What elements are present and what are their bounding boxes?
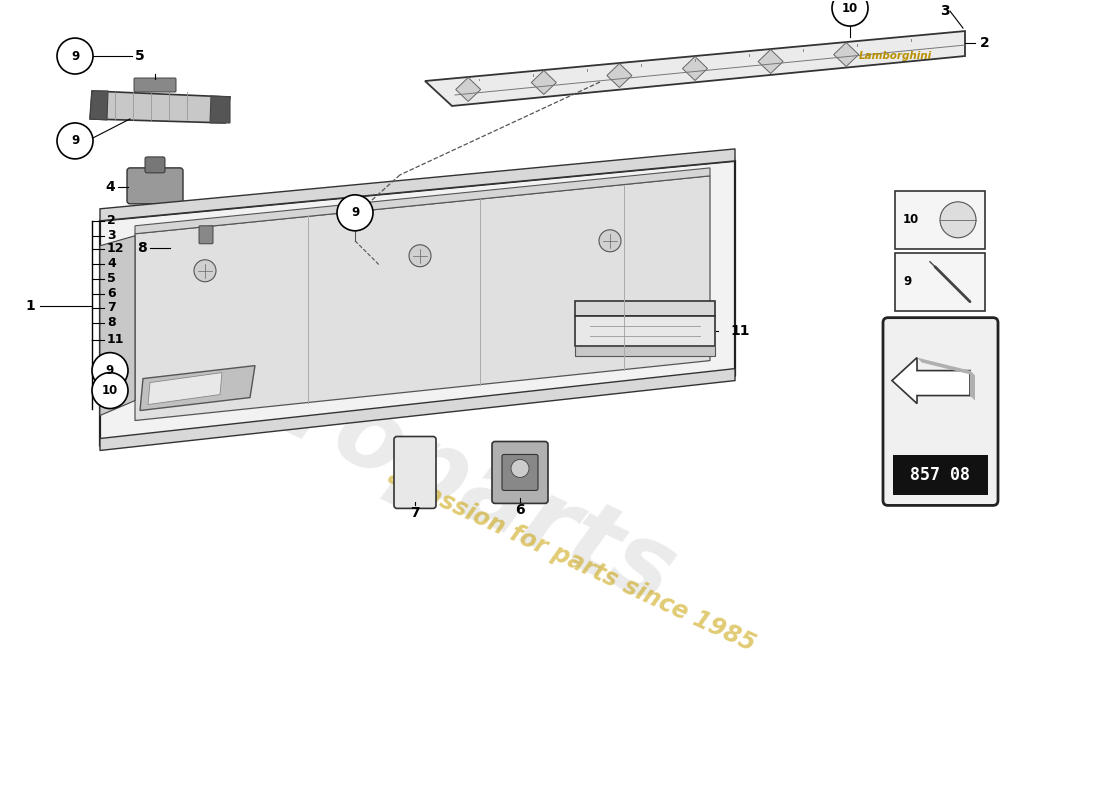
- Polygon shape: [148, 373, 222, 405]
- FancyBboxPatch shape: [893, 330, 988, 455]
- FancyBboxPatch shape: [895, 253, 984, 310]
- Text: 5: 5: [135, 49, 145, 63]
- Polygon shape: [917, 358, 975, 375]
- Text: 9: 9: [351, 206, 359, 219]
- Text: 10: 10: [842, 2, 858, 14]
- Text: 1: 1: [25, 298, 35, 313]
- Circle shape: [194, 260, 216, 282]
- Text: 4: 4: [107, 258, 116, 270]
- Polygon shape: [100, 369, 735, 450]
- Circle shape: [940, 202, 976, 238]
- Text: 3: 3: [107, 230, 116, 242]
- Text: 8: 8: [138, 241, 147, 254]
- Text: 8: 8: [107, 316, 116, 329]
- FancyBboxPatch shape: [199, 226, 213, 244]
- Text: 857 08: 857 08: [910, 466, 970, 485]
- Polygon shape: [758, 50, 783, 74]
- Polygon shape: [575, 301, 715, 316]
- Text: europarts: europarts: [147, 304, 689, 626]
- Text: 10: 10: [903, 214, 920, 226]
- FancyBboxPatch shape: [502, 454, 538, 490]
- Polygon shape: [90, 91, 108, 120]
- Circle shape: [832, 0, 868, 26]
- Polygon shape: [100, 161, 735, 446]
- Text: 7: 7: [410, 506, 420, 520]
- FancyBboxPatch shape: [394, 437, 436, 509]
- FancyBboxPatch shape: [893, 455, 988, 495]
- FancyBboxPatch shape: [883, 318, 998, 506]
- Circle shape: [92, 373, 128, 409]
- Text: 2: 2: [107, 214, 116, 227]
- Text: a passion for parts since 1985: a passion for parts since 1985: [384, 464, 760, 656]
- FancyBboxPatch shape: [895, 191, 984, 249]
- Text: Lamborghini: Lamborghini: [858, 51, 932, 61]
- Text: 6: 6: [515, 503, 525, 518]
- Text: 10: 10: [102, 384, 118, 397]
- Polygon shape: [100, 149, 735, 221]
- Text: 4: 4: [106, 180, 116, 194]
- Text: 9: 9: [106, 364, 114, 377]
- FancyBboxPatch shape: [126, 168, 183, 204]
- FancyBboxPatch shape: [134, 78, 176, 92]
- Polygon shape: [455, 78, 481, 102]
- Text: 6: 6: [107, 287, 116, 300]
- Circle shape: [92, 353, 128, 389]
- Text: 9: 9: [70, 50, 79, 62]
- Polygon shape: [834, 42, 859, 66]
- Polygon shape: [210, 96, 230, 123]
- Circle shape: [57, 123, 94, 159]
- Text: 11: 11: [730, 324, 749, 338]
- Circle shape: [512, 459, 529, 478]
- Polygon shape: [90, 91, 230, 123]
- Text: 2: 2: [980, 36, 990, 50]
- Polygon shape: [135, 176, 710, 421]
- FancyBboxPatch shape: [492, 442, 548, 503]
- Polygon shape: [425, 31, 965, 106]
- Polygon shape: [970, 370, 975, 401]
- Text: 5: 5: [107, 272, 116, 286]
- Polygon shape: [575, 316, 715, 346]
- Text: 7: 7: [107, 301, 116, 314]
- Circle shape: [337, 195, 373, 230]
- Text: 9: 9: [70, 134, 79, 147]
- Circle shape: [409, 245, 431, 266]
- Polygon shape: [531, 70, 557, 94]
- Text: 3: 3: [940, 4, 949, 18]
- Polygon shape: [575, 346, 715, 356]
- Polygon shape: [140, 366, 255, 410]
- Polygon shape: [100, 236, 135, 415]
- FancyBboxPatch shape: [145, 157, 165, 173]
- Polygon shape: [682, 57, 707, 81]
- Text: 12: 12: [107, 242, 124, 255]
- Polygon shape: [607, 63, 631, 87]
- Text: 9: 9: [903, 275, 911, 288]
- Circle shape: [57, 38, 94, 74]
- Circle shape: [600, 230, 621, 252]
- FancyBboxPatch shape: [170, 232, 210, 264]
- Polygon shape: [135, 168, 710, 234]
- Text: 11: 11: [107, 333, 124, 346]
- Polygon shape: [892, 358, 970, 403]
